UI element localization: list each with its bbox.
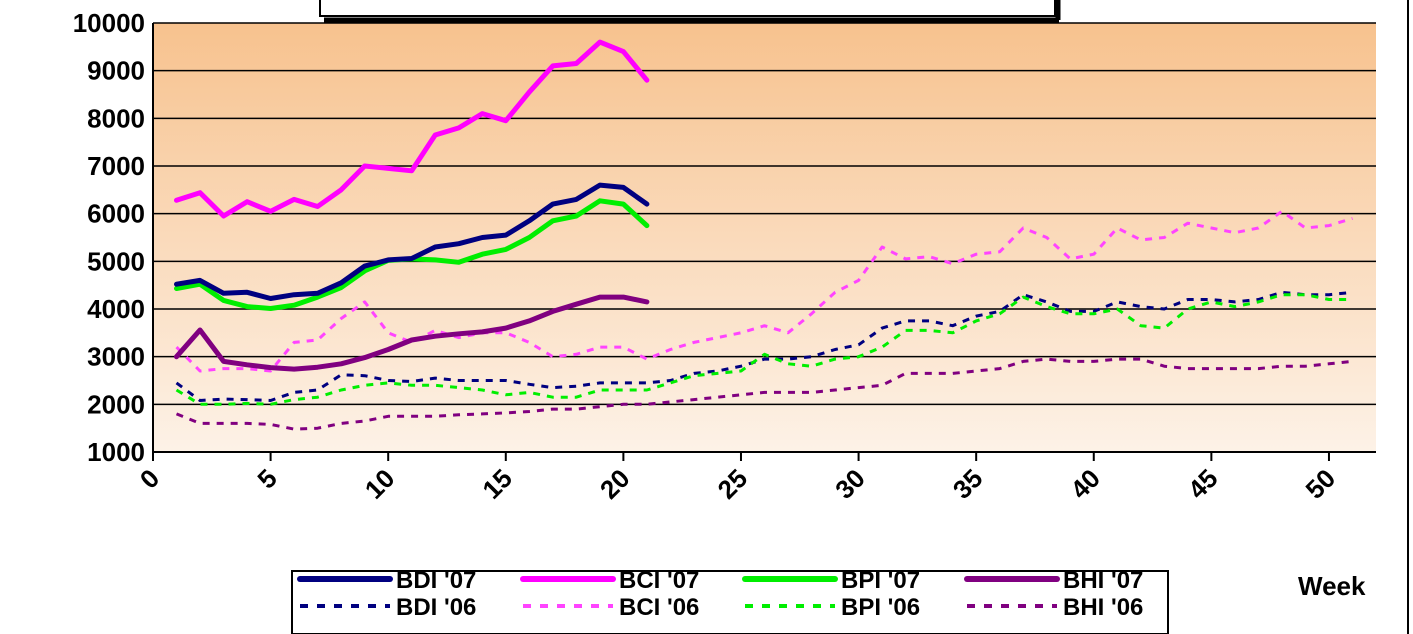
x-tick-label: 5 bbox=[251, 463, 282, 494]
legend: BDI '07 BCI '07 BPI '07 BHI '07 BDI '06 BCI '… bbox=[291, 567, 1169, 634]
x-tick-label: 20 bbox=[594, 463, 636, 505]
x-axis-title: Week bbox=[1298, 571, 1366, 601]
series-lines bbox=[174, 39, 1353, 431]
x-tick-label: 40 bbox=[1064, 463, 1106, 505]
series-line bbox=[175, 209, 1353, 373]
y-tick-label: 10000 bbox=[73, 8, 145, 38]
y-tick-label: 8000 bbox=[87, 103, 145, 133]
y-tick-label: 1000 bbox=[87, 437, 145, 467]
legend-label: BHI '07 bbox=[1063, 567, 1143, 594]
legend-label: BCI '06 bbox=[619, 594, 699, 621]
x-tick-label: 0 bbox=[134, 463, 165, 494]
legend-label: BHI '06 bbox=[1063, 594, 1143, 621]
y-tick-label: 9000 bbox=[87, 56, 145, 86]
plot-area bbox=[153, 23, 1376, 452]
x-axis-tick-labels: 0 5 10 15 20 25 30 35 40 45 50 bbox=[134, 463, 1341, 505]
series-line bbox=[175, 293, 1353, 406]
legend-label: BPI '06 bbox=[841, 594, 920, 621]
legend-label: BPI '07 bbox=[841, 567, 920, 594]
title-frame bbox=[319, 0, 1056, 17]
legend-label: BCI '07 bbox=[619, 567, 699, 594]
y-tick-label: 7000 bbox=[87, 151, 145, 181]
y-tick-label: 5000 bbox=[87, 246, 145, 276]
y-tick-label: 4000 bbox=[87, 294, 145, 324]
y-axis-tick-labels: 1000 2000 3000 4000 5000 6000 7000 8000 9000 1000… bbox=[73, 8, 145, 467]
x-tick-label: 25 bbox=[712, 463, 754, 505]
x-tick-label: 30 bbox=[829, 463, 871, 505]
series-line bbox=[175, 357, 1353, 431]
series-line bbox=[174, 182, 650, 301]
series-line bbox=[174, 39, 650, 219]
y-tick-label: 6000 bbox=[87, 199, 145, 229]
y-tick-label: 2000 bbox=[87, 389, 145, 419]
x-tick-label: 10 bbox=[359, 463, 401, 505]
series-line bbox=[174, 294, 650, 372]
y-tick-label: 3000 bbox=[87, 342, 145, 372]
x-tick-label: 35 bbox=[947, 463, 989, 505]
legend-label: BDI '06 bbox=[396, 594, 476, 621]
series-line bbox=[175, 290, 1353, 402]
x-tick-label: 15 bbox=[476, 463, 518, 505]
axes bbox=[152, 23, 1376, 461]
x-tick-label: 45 bbox=[1182, 463, 1224, 505]
legend-label: BDI '07 bbox=[396, 567, 476, 594]
x-tick-label: 50 bbox=[1300, 463, 1342, 505]
